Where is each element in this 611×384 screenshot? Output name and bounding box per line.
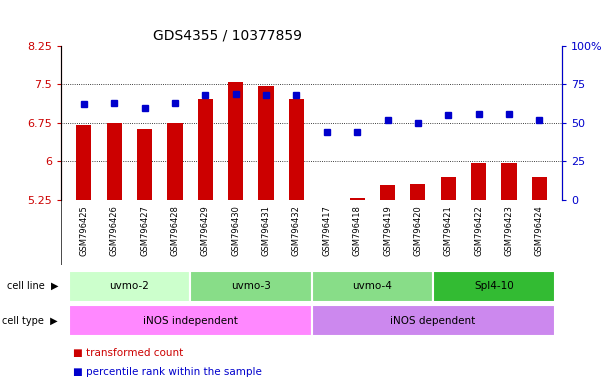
Text: GSM796431: GSM796431 bbox=[262, 205, 271, 256]
Text: ■ percentile rank within the sample: ■ percentile rank within the sample bbox=[73, 367, 262, 377]
Bar bbox=[258, 86, 274, 200]
Bar bbox=[411, 184, 425, 200]
Text: GSM796430: GSM796430 bbox=[231, 205, 240, 256]
Bar bbox=[532, 177, 547, 200]
Text: GSM796425: GSM796425 bbox=[79, 205, 89, 256]
Text: Spl4-10: Spl4-10 bbox=[474, 281, 514, 291]
Text: uvmo-2: uvmo-2 bbox=[109, 281, 149, 291]
Bar bbox=[471, 163, 486, 200]
Bar bbox=[289, 99, 304, 200]
Bar bbox=[167, 123, 183, 200]
Bar bbox=[380, 185, 395, 200]
Bar bbox=[349, 198, 365, 200]
Bar bbox=[190, 271, 312, 302]
Text: GSM796432: GSM796432 bbox=[292, 205, 301, 256]
Bar bbox=[312, 271, 433, 302]
Bar bbox=[312, 305, 555, 336]
Text: uvmo-4: uvmo-4 bbox=[353, 281, 392, 291]
Text: GSM796429: GSM796429 bbox=[201, 205, 210, 256]
Text: GSM796417: GSM796417 bbox=[322, 205, 331, 256]
Text: iNOS dependent: iNOS dependent bbox=[390, 316, 476, 326]
Text: GSM796420: GSM796420 bbox=[414, 205, 422, 256]
Bar bbox=[198, 99, 213, 200]
Text: cell type  ▶: cell type ▶ bbox=[2, 316, 58, 326]
Text: GSM796427: GSM796427 bbox=[140, 205, 149, 256]
Text: iNOS independent: iNOS independent bbox=[143, 316, 238, 326]
Text: GSM796421: GSM796421 bbox=[444, 205, 453, 256]
Text: GSM796426: GSM796426 bbox=[110, 205, 119, 256]
Text: GSM796418: GSM796418 bbox=[353, 205, 362, 256]
Bar bbox=[107, 123, 122, 200]
Bar bbox=[68, 305, 312, 336]
Text: uvmo-3: uvmo-3 bbox=[231, 281, 271, 291]
Text: ■ transformed count: ■ transformed count bbox=[73, 348, 183, 358]
Bar bbox=[76, 126, 92, 200]
Bar bbox=[228, 82, 243, 200]
Text: GSM796419: GSM796419 bbox=[383, 205, 392, 256]
Bar bbox=[433, 271, 555, 302]
Text: GSM796422: GSM796422 bbox=[474, 205, 483, 256]
Text: GSM796428: GSM796428 bbox=[170, 205, 180, 256]
Bar bbox=[502, 163, 516, 200]
Text: GDS4355 / 10377859: GDS4355 / 10377859 bbox=[153, 28, 302, 42]
Bar bbox=[68, 271, 190, 302]
Text: GSM796423: GSM796423 bbox=[505, 205, 513, 256]
Bar bbox=[441, 177, 456, 200]
Bar bbox=[137, 129, 152, 200]
Text: cell line  ▶: cell line ▶ bbox=[7, 281, 58, 291]
Text: GSM796424: GSM796424 bbox=[535, 205, 544, 256]
